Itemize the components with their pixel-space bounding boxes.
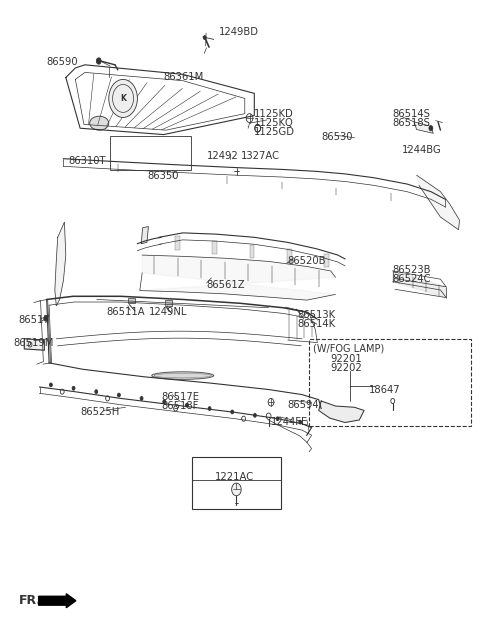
Text: 86513K: 86513K: [297, 310, 336, 320]
Bar: [128, 297, 135, 303]
Circle shape: [231, 410, 234, 414]
Bar: [324, 254, 329, 267]
Circle shape: [109, 80, 137, 117]
Circle shape: [44, 316, 48, 321]
Ellipse shape: [152, 372, 214, 380]
Polygon shape: [417, 175, 459, 230]
Bar: [175, 236, 180, 250]
Ellipse shape: [90, 116, 109, 130]
Text: 86561Z: 86561Z: [206, 280, 245, 290]
Polygon shape: [140, 255, 336, 300]
Polygon shape: [141, 227, 148, 244]
Circle shape: [253, 413, 256, 417]
Text: 86523B: 86523B: [393, 265, 431, 275]
Bar: [309, 339, 471, 426]
Text: 1249NL: 1249NL: [149, 307, 188, 317]
Text: 86517E: 86517E: [161, 392, 199, 402]
FancyArrow shape: [38, 594, 76, 608]
Polygon shape: [319, 401, 364, 422]
Text: 86525H: 86525H: [80, 408, 120, 417]
Text: 1125KD: 1125KD: [254, 110, 294, 119]
Circle shape: [95, 390, 97, 394]
Circle shape: [96, 58, 101, 64]
Text: 86524C: 86524C: [393, 274, 431, 284]
Text: 1221AC: 1221AC: [215, 472, 254, 482]
Bar: [287, 249, 291, 262]
Text: 86514K: 86514K: [297, 318, 336, 329]
Circle shape: [276, 417, 279, 420]
Circle shape: [208, 406, 211, 410]
Circle shape: [49, 383, 52, 387]
Text: 86350: 86350: [147, 171, 179, 181]
Text: 1327AC: 1327AC: [241, 151, 280, 161]
Text: 86361M: 86361M: [164, 73, 204, 83]
Text: 86530: 86530: [321, 132, 353, 142]
Text: 1125KQ: 1125KQ: [254, 118, 294, 128]
Text: 86518F: 86518F: [161, 401, 199, 411]
Bar: [165, 300, 172, 306]
Text: 86511A: 86511A: [107, 307, 145, 317]
Text: 1125GD: 1125GD: [254, 127, 295, 137]
Text: 92201: 92201: [331, 354, 362, 364]
Text: 86520B: 86520B: [288, 256, 326, 266]
Circle shape: [140, 396, 143, 400]
Circle shape: [185, 403, 188, 407]
Text: 86519M: 86519M: [13, 338, 54, 348]
Text: 86517: 86517: [18, 315, 50, 326]
Text: K: K: [120, 94, 126, 103]
Circle shape: [429, 125, 433, 131]
Circle shape: [118, 393, 120, 397]
Bar: [192, 457, 281, 509]
Bar: [250, 245, 254, 258]
Circle shape: [299, 420, 302, 424]
Text: 86518S: 86518S: [393, 118, 431, 128]
Circle shape: [72, 387, 75, 390]
Circle shape: [232, 483, 241, 496]
Text: 1249BD: 1249BD: [218, 27, 259, 37]
Bar: [110, 136, 192, 170]
Text: 18647: 18647: [369, 385, 400, 394]
Circle shape: [163, 400, 166, 404]
Polygon shape: [55, 222, 66, 306]
Text: 1244BG: 1244BG: [402, 145, 442, 155]
Text: 1244FE: 1244FE: [271, 417, 308, 427]
Text: 86310T: 86310T: [68, 156, 106, 166]
Text: (W/FOG LAMP): (W/FOG LAMP): [313, 344, 384, 354]
Polygon shape: [393, 271, 446, 297]
Text: 86514S: 86514S: [393, 110, 431, 119]
Text: 86594: 86594: [288, 400, 319, 410]
Text: 92202: 92202: [331, 363, 362, 373]
Bar: [212, 241, 217, 254]
Circle shape: [203, 36, 206, 39]
Polygon shape: [414, 122, 433, 133]
Polygon shape: [24, 339, 44, 350]
Text: 12492: 12492: [206, 151, 239, 161]
Text: 86590: 86590: [47, 57, 78, 67]
Text: FR.: FR.: [19, 594, 42, 607]
